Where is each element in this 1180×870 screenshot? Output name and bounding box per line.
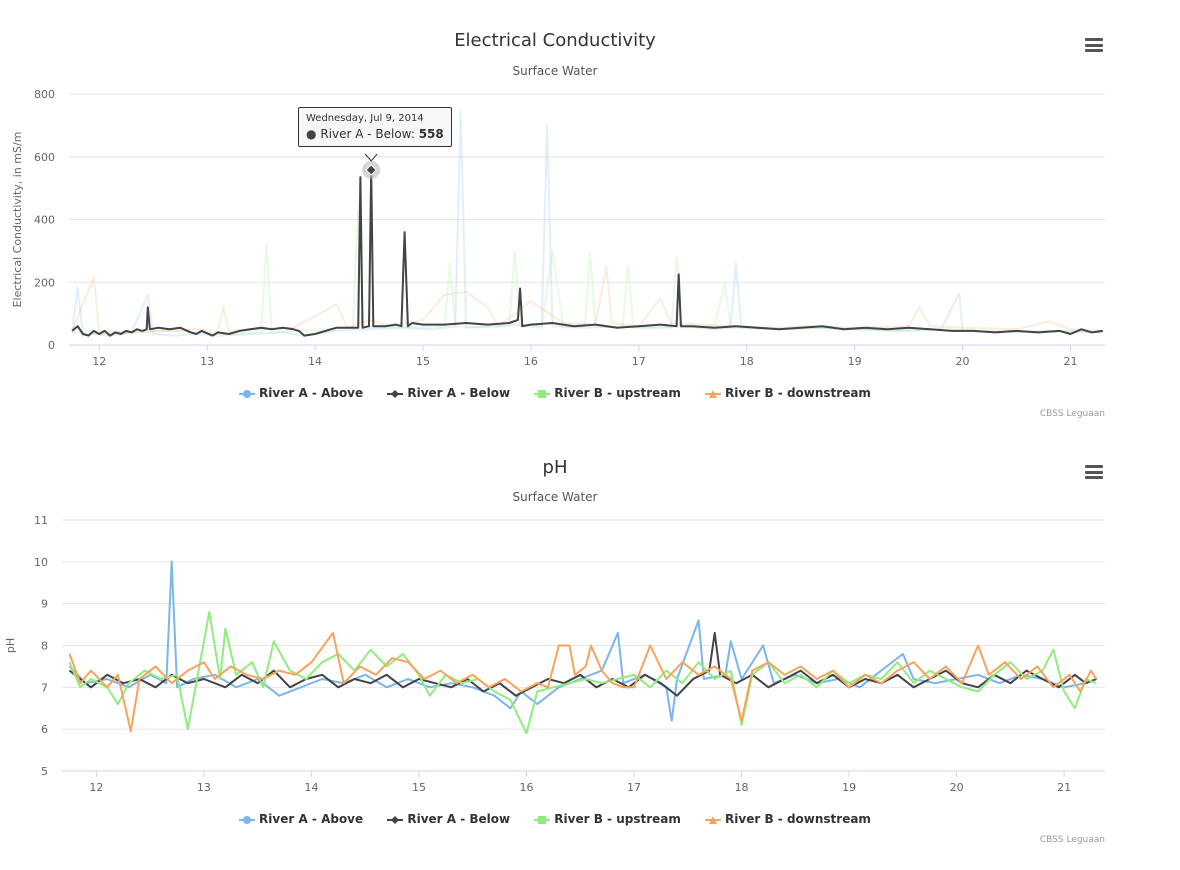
ec-y-axis-label: Electrical Conductivity, in mS/m bbox=[11, 132, 24, 308]
ec-series-line-river-a-below[interactable] bbox=[71, 168, 1103, 337]
ph-y-tick-label: 8 bbox=[41, 640, 48, 653]
legend-square-icon bbox=[534, 815, 551, 824]
ec-x-tick-label: 16 bbox=[524, 355, 538, 368]
ec-x-tick-label: 21 bbox=[1063, 355, 1077, 368]
ph-chart-subtitle: Surface Water bbox=[512, 490, 598, 504]
ph-x-tick-label: 18 bbox=[735, 781, 749, 794]
tooltip-date: Wednesday, Jul 9, 2014 bbox=[306, 113, 424, 124]
tooltip-value-line: ● River A - Below: 558 bbox=[306, 127, 444, 141]
legend-item-river-a-above[interactable]: River A - Above bbox=[239, 386, 363, 400]
ph-x-tick-label: 12 bbox=[89, 781, 103, 794]
legend-label: River B - downstream bbox=[725, 386, 871, 400]
legend-label: River B - upstream bbox=[554, 386, 681, 400]
legend-label: River A - Below bbox=[407, 386, 511, 400]
ec-y-tick-label: 800 bbox=[34, 88, 55, 101]
tooltip-bullet-icon: ● bbox=[306, 127, 317, 141]
legend-label: River A - Above bbox=[259, 386, 364, 400]
ec-y-tick-label: 200 bbox=[34, 276, 55, 289]
ph-x-tick-label: 16 bbox=[520, 781, 534, 794]
ph-y-tick-label: 9 bbox=[41, 598, 48, 611]
ec-x-tick-label: 17 bbox=[632, 355, 646, 368]
legend-item-river-b-downstream[interactable]: River B - downstream bbox=[705, 812, 871, 826]
ec-y-tick-label: 0 bbox=[48, 339, 55, 352]
ec-x-tick-label: 18 bbox=[740, 355, 754, 368]
ph-x-tick-label: 20 bbox=[950, 781, 964, 794]
tooltip-series: River A - Below bbox=[320, 127, 411, 141]
ec-hamburger-menu-icon[interactable] bbox=[1085, 38, 1103, 52]
legend-label: River B - downstream bbox=[725, 812, 871, 826]
legend-triangle-icon bbox=[705, 815, 722, 824]
ec-x-tick-label: 20 bbox=[956, 355, 970, 368]
ph-legend: River A - Above River A - Below River B … bbox=[0, 812, 1110, 826]
legend-item-river-b-upstream[interactable]: River B - upstream bbox=[534, 812, 681, 826]
ph-series-line-river-b-downstream[interactable] bbox=[68, 631, 1098, 733]
legend-label: River A - Above bbox=[259, 812, 364, 826]
legend-triangle-icon bbox=[705, 389, 722, 398]
legend-square-icon bbox=[534, 389, 551, 398]
ec-chart: Electrical Conductivity Surface Water 0 2… bbox=[0, 0, 1180, 430]
ec-hover-marker[interactable] bbox=[365, 164, 377, 176]
legend-item-river-b-upstream[interactable]: River B - upstream bbox=[534, 386, 681, 400]
ph-y-tick-label: 5 bbox=[41, 765, 48, 778]
ec-x-tick-label: 15 bbox=[416, 355, 430, 368]
ph-x-tick-label: 21 bbox=[1057, 781, 1071, 794]
legend-item-river-a-below[interactable]: River A - Below bbox=[387, 386, 510, 400]
ph-chart-title: pH bbox=[542, 457, 568, 478]
ec-y-tick-label: 600 bbox=[34, 151, 55, 164]
ec-tooltip-pointer bbox=[364, 153, 378, 162]
ph-y-axis-label: pH bbox=[4, 638, 17, 653]
ph-series-line-river-b-upstream[interactable] bbox=[68, 611, 1097, 735]
ph-hamburger-menu-icon[interactable] bbox=[1085, 465, 1103, 479]
ec-x-tick-label: 14 bbox=[308, 355, 322, 368]
ph-chart: pH Surface Water 5 6 7 8 9 10 11 12 13 14 15 16 17 18… bbox=[0, 430, 1180, 870]
ph-x-tick-label: 13 bbox=[197, 781, 211, 794]
legend-diamond-icon bbox=[387, 815, 404, 824]
ph-x-tick-label: 17 bbox=[627, 781, 641, 794]
legend-circle-icon bbox=[239, 815, 256, 824]
legend-item-river-a-below[interactable]: River A - Below bbox=[387, 812, 510, 826]
ec-plot-area: 0 200 400 600 800 12 13 14 15 16 17 18 19 20 21 Electri… bbox=[11, 88, 1105, 368]
legend-label: River B - upstream bbox=[554, 812, 681, 826]
ph-y-tick-label: 10 bbox=[34, 556, 48, 569]
legend-diamond-icon bbox=[387, 389, 404, 398]
ec-legend: River A - Above River A - Below River B … bbox=[0, 386, 1110, 400]
ec-x-tick-label: 12 bbox=[92, 355, 106, 368]
ph-y-tick-label: 6 bbox=[41, 723, 48, 736]
ph-x-tick-label: 15 bbox=[412, 781, 426, 794]
ec-x-tick-label: 19 bbox=[848, 355, 862, 368]
ph-series-line-river-a-above[interactable] bbox=[68, 560, 1097, 722]
tooltip-value: 558 bbox=[418, 127, 444, 141]
ec-chart-title: Electrical Conductivity bbox=[454, 30, 656, 51]
ec-series-line-river-a-above[interactable] bbox=[71, 110, 1103, 337]
ph-y-tick-label: 11 bbox=[34, 514, 48, 527]
ph-y-tick-label: 7 bbox=[41, 681, 48, 694]
ph-credits[interactable]: CBSS Leguaan bbox=[1039, 835, 1105, 845]
ec-x-tick-label: 13 bbox=[200, 355, 214, 368]
ph-x-tick-label: 14 bbox=[304, 781, 318, 794]
legend-circle-icon bbox=[239, 389, 256, 398]
ec-series-line-river-b-downstream[interactable] bbox=[71, 265, 1103, 334]
legend-item-river-b-downstream[interactable]: River B - downstream bbox=[705, 386, 871, 400]
ec-credits[interactable]: CBSS Leguaan bbox=[1039, 409, 1105, 419]
ec-y-tick-label: 400 bbox=[34, 214, 55, 227]
ph-plot-area: 5 6 7 8 9 10 11 12 13 14 15 16 17 18 19 20 21 pH bbox=[4, 514, 1105, 794]
legend-label: River A - Below bbox=[407, 812, 511, 826]
ec-tooltip: Wednesday, Jul 9, 2014 ● River A - Below… bbox=[298, 107, 452, 147]
ec-chart-subtitle: Surface Water bbox=[512, 64, 598, 78]
ph-x-tick-label: 19 bbox=[842, 781, 856, 794]
legend-item-river-a-above[interactable]: River A - Above bbox=[239, 812, 363, 826]
